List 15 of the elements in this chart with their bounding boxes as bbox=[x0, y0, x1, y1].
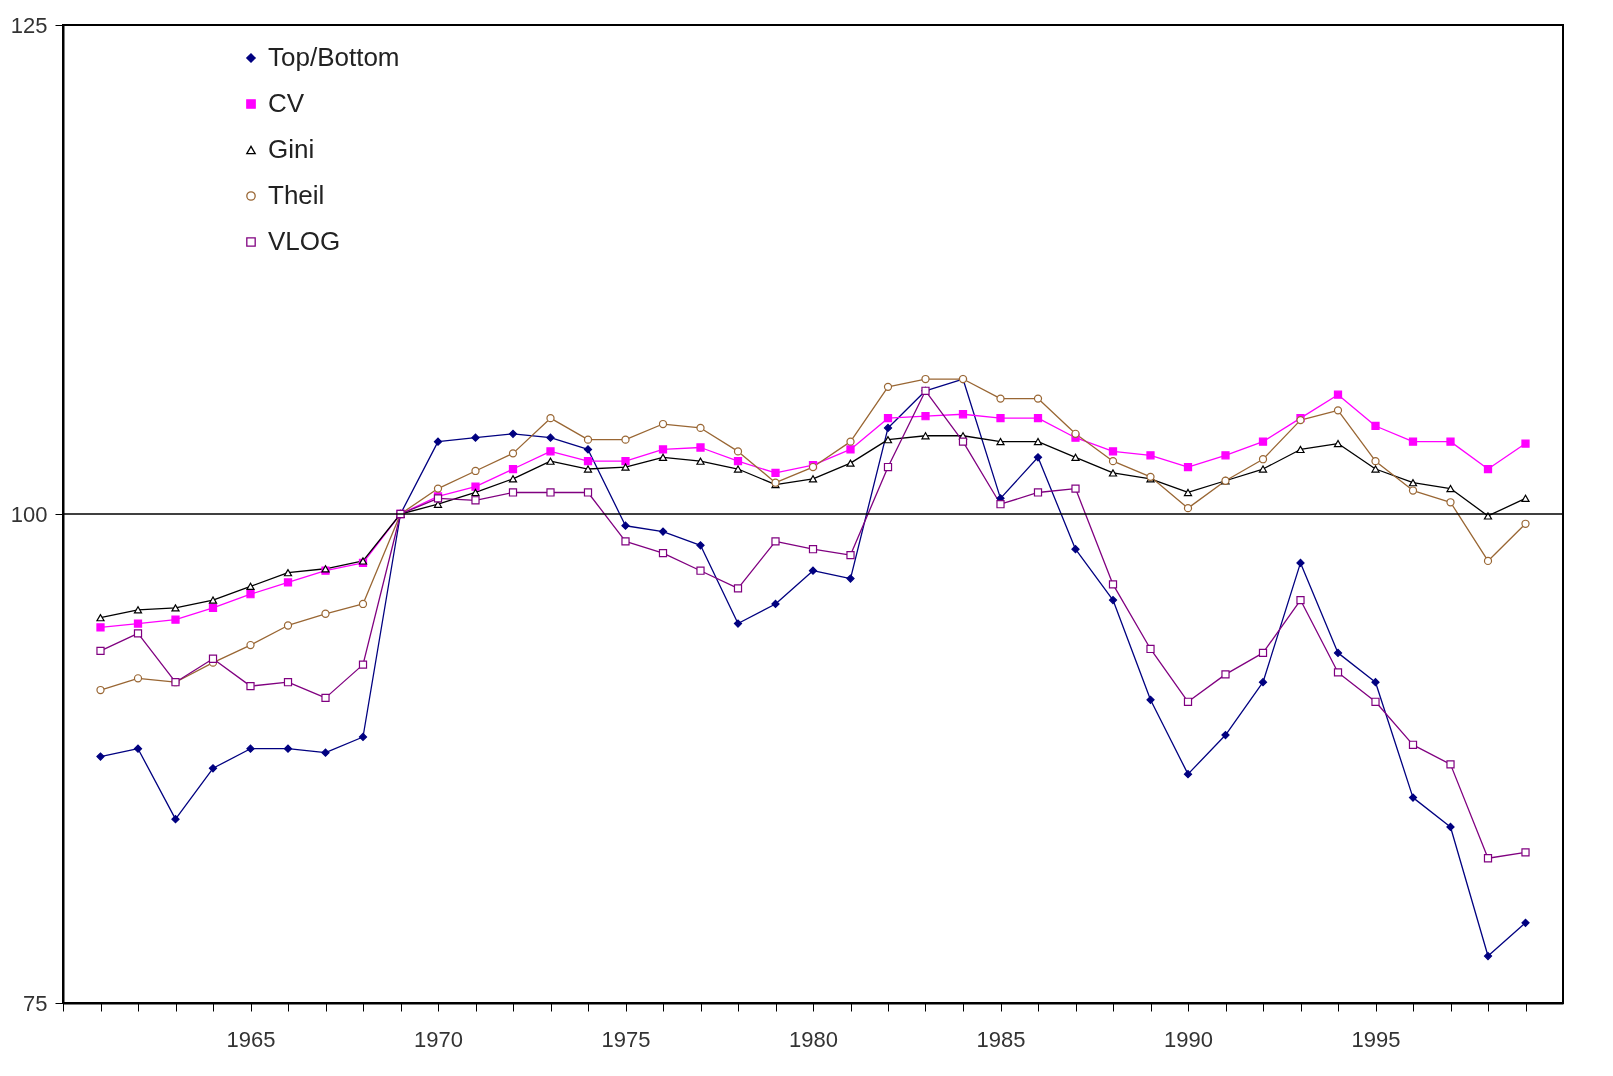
y-tick-label: 125 bbox=[10, 12, 48, 38]
x-tick-label: 1995 bbox=[1351, 1026, 1401, 1052]
y-tick-label: 75 bbox=[23, 990, 48, 1016]
x-tick-label: 1975 bbox=[601, 1026, 651, 1052]
x-tick-label: 1965 bbox=[226, 1026, 276, 1052]
y-tick-label: 100 bbox=[10, 501, 48, 527]
x-tick-label: 1985 bbox=[976, 1026, 1026, 1052]
legend-label: CV bbox=[268, 88, 305, 118]
x-tick-label: 1970 bbox=[414, 1026, 463, 1052]
legend-label: Theil bbox=[268, 180, 325, 210]
legend-label: Top/Bottom bbox=[268, 42, 400, 72]
legend-label: VLOG bbox=[268, 226, 341, 256]
x-tick-label: 1990 bbox=[1164, 1026, 1213, 1052]
x-tick-label: 1980 bbox=[789, 1026, 838, 1052]
legend-label: Gini bbox=[268, 134, 315, 164]
